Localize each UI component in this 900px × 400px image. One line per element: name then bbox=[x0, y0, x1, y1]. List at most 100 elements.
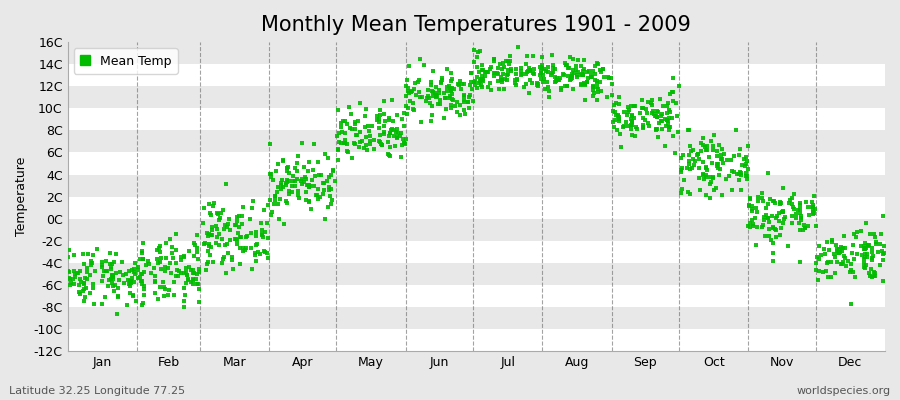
Point bbox=[127, 279, 141, 285]
Point bbox=[843, 266, 858, 273]
Point bbox=[323, 172, 338, 178]
Point bbox=[191, 256, 205, 262]
Point bbox=[523, 76, 537, 83]
Point bbox=[390, 135, 404, 142]
Point bbox=[77, 280, 92, 286]
Point bbox=[606, 119, 620, 126]
Point bbox=[411, 77, 426, 84]
Point bbox=[202, 201, 216, 207]
Point bbox=[836, 259, 850, 266]
Point bbox=[585, 74, 599, 80]
Point bbox=[830, 248, 844, 254]
Point bbox=[473, 48, 488, 54]
Bar bbox=[68, 86, 885, 108]
Point bbox=[526, 70, 540, 76]
Point bbox=[391, 126, 405, 132]
Point bbox=[137, 286, 151, 292]
Point bbox=[861, 242, 876, 248]
Point bbox=[739, 170, 753, 176]
Point bbox=[490, 69, 504, 76]
Point bbox=[130, 275, 145, 281]
Point bbox=[420, 87, 435, 94]
Point bbox=[384, 126, 399, 132]
Point bbox=[76, 261, 91, 268]
Point bbox=[593, 88, 608, 94]
Point bbox=[663, 91, 678, 98]
Point bbox=[586, 68, 600, 74]
Point bbox=[869, 239, 884, 245]
Point bbox=[757, 217, 771, 223]
Point bbox=[440, 65, 454, 72]
Point bbox=[700, 143, 715, 149]
Point bbox=[122, 280, 137, 287]
Point bbox=[394, 154, 409, 160]
Point bbox=[215, 236, 230, 242]
Point bbox=[444, 78, 458, 84]
Point bbox=[670, 129, 685, 136]
Point bbox=[163, 260, 177, 266]
Point bbox=[611, 112, 625, 118]
Point bbox=[658, 143, 672, 149]
Point bbox=[302, 198, 316, 205]
Point bbox=[186, 240, 201, 246]
Point bbox=[135, 248, 149, 254]
Point bbox=[858, 265, 872, 271]
Point bbox=[345, 154, 359, 161]
Point bbox=[320, 177, 335, 184]
Point bbox=[403, 89, 418, 96]
Point bbox=[876, 251, 890, 257]
Point bbox=[364, 138, 378, 144]
Point bbox=[68, 270, 83, 277]
Point bbox=[742, 195, 757, 201]
Point bbox=[649, 126, 663, 133]
Point bbox=[554, 87, 568, 93]
Point bbox=[257, 248, 272, 254]
Point bbox=[573, 63, 588, 69]
Point bbox=[872, 262, 886, 269]
Point bbox=[592, 79, 607, 86]
Point bbox=[670, 100, 684, 106]
Point bbox=[309, 192, 323, 198]
Point bbox=[128, 270, 142, 277]
Point bbox=[213, 210, 228, 216]
Point bbox=[291, 153, 305, 159]
Point bbox=[453, 102, 467, 108]
Point bbox=[192, 298, 206, 305]
Point bbox=[867, 230, 881, 237]
Point bbox=[794, 215, 808, 222]
Point bbox=[868, 270, 883, 276]
Point bbox=[257, 248, 272, 255]
Point bbox=[225, 254, 239, 260]
Point bbox=[650, 108, 664, 115]
Point bbox=[711, 165, 725, 171]
Point bbox=[591, 61, 606, 68]
Point bbox=[590, 97, 604, 103]
Point bbox=[209, 222, 223, 229]
Point bbox=[732, 152, 746, 158]
Point bbox=[130, 266, 145, 273]
Point bbox=[600, 74, 615, 80]
Point bbox=[703, 194, 717, 201]
Point bbox=[680, 165, 694, 172]
Bar bbox=[68, 307, 885, 329]
Point bbox=[493, 76, 508, 83]
Point bbox=[575, 72, 590, 78]
Point bbox=[652, 109, 666, 115]
Point bbox=[238, 244, 253, 251]
Point bbox=[466, 79, 481, 85]
Point bbox=[426, 93, 440, 100]
Point bbox=[726, 169, 741, 175]
Point bbox=[62, 269, 77, 276]
Point bbox=[104, 272, 119, 278]
Point bbox=[292, 188, 306, 194]
Point bbox=[742, 220, 757, 226]
Point bbox=[806, 208, 820, 214]
Point bbox=[650, 114, 664, 120]
Point bbox=[273, 196, 287, 202]
Point bbox=[124, 274, 139, 281]
Point bbox=[715, 146, 729, 153]
Point bbox=[406, 106, 420, 112]
Point bbox=[706, 147, 720, 154]
Point bbox=[133, 278, 148, 284]
Point bbox=[74, 278, 88, 285]
